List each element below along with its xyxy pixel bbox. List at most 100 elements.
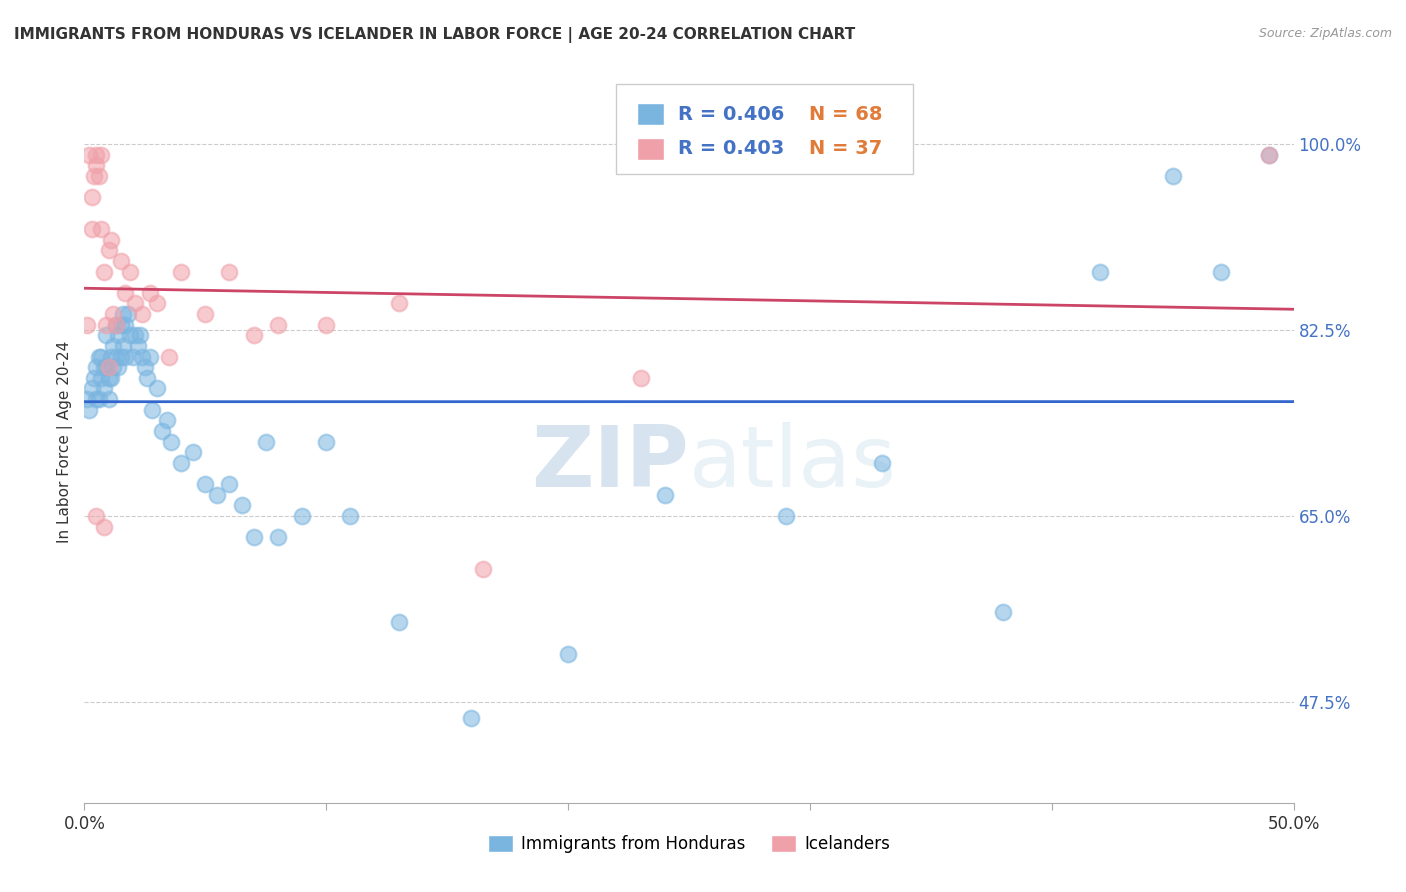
Text: IMMIGRANTS FROM HONDURAS VS ICELANDER IN LABOR FORCE | AGE 20-24 CORRELATION CHA: IMMIGRANTS FROM HONDURAS VS ICELANDER IN… xyxy=(14,27,855,43)
Point xyxy=(94,318,117,332)
Point xyxy=(775,508,797,523)
Point xyxy=(76,318,98,332)
Point xyxy=(114,285,136,300)
Point xyxy=(1258,147,1281,161)
Point xyxy=(170,264,193,278)
Point xyxy=(86,392,108,406)
Point xyxy=(194,307,217,321)
Point xyxy=(146,381,169,395)
Text: R = 0.406: R = 0.406 xyxy=(678,104,785,124)
Point xyxy=(90,222,112,236)
Point xyxy=(157,350,180,364)
Point xyxy=(242,328,264,343)
Point xyxy=(339,508,361,523)
Point xyxy=(460,711,482,725)
Point xyxy=(97,371,120,385)
Point xyxy=(110,350,132,364)
Point xyxy=(254,434,277,449)
Point xyxy=(107,328,129,343)
Point xyxy=(218,477,240,491)
Point xyxy=(207,488,229,502)
Text: R = 0.403: R = 0.403 xyxy=(678,139,785,159)
Point xyxy=(104,350,127,364)
Point xyxy=(120,264,142,278)
Point xyxy=(90,147,112,161)
Y-axis label: In Labor Force | Age 20-24: In Labor Force | Age 20-24 xyxy=(58,341,73,542)
Point xyxy=(103,339,125,353)
Point xyxy=(120,328,142,343)
Point xyxy=(194,477,217,491)
Point xyxy=(150,424,173,438)
Point xyxy=(1209,264,1232,278)
Point xyxy=(117,307,139,321)
Point xyxy=(267,318,290,332)
Point xyxy=(114,350,136,364)
Point xyxy=(993,605,1015,619)
Point xyxy=(104,318,127,332)
Point xyxy=(87,350,110,364)
Point xyxy=(93,264,115,278)
Point xyxy=(112,307,135,321)
Point xyxy=(146,296,169,310)
Point xyxy=(86,360,108,375)
Point xyxy=(155,413,177,427)
Point xyxy=(87,392,110,406)
Point xyxy=(170,456,193,470)
Point xyxy=(86,158,108,172)
Point xyxy=(138,350,160,364)
Point xyxy=(121,350,143,364)
Legend: Immigrants from Honduras, Icelanders: Immigrants from Honduras, Icelanders xyxy=(481,828,897,860)
Point xyxy=(160,434,183,449)
Text: N = 37: N = 37 xyxy=(808,139,882,159)
Point xyxy=(654,488,676,502)
Point xyxy=(93,519,115,533)
Point xyxy=(90,350,112,364)
Point xyxy=(83,371,105,385)
Point xyxy=(97,244,120,258)
Point xyxy=(388,615,411,630)
Point xyxy=(110,254,132,268)
Point xyxy=(630,371,652,385)
Point xyxy=(93,360,115,375)
Point xyxy=(77,402,100,417)
Point xyxy=(114,318,136,332)
Point xyxy=(103,360,125,375)
Point xyxy=(76,392,98,406)
Point xyxy=(1258,147,1281,161)
Point xyxy=(872,456,894,470)
Point xyxy=(90,371,112,385)
Point xyxy=(131,307,153,321)
Point xyxy=(83,169,105,183)
Point xyxy=(93,381,115,395)
Point xyxy=(87,169,110,183)
Point xyxy=(127,339,149,353)
Point xyxy=(131,350,153,364)
Point xyxy=(291,508,314,523)
Point xyxy=(136,371,159,385)
Point xyxy=(97,360,120,375)
Point xyxy=(388,296,411,310)
Point xyxy=(100,350,122,364)
Point xyxy=(80,381,103,395)
Point xyxy=(138,285,160,300)
Point xyxy=(267,530,290,544)
Text: Source: ZipAtlas.com: Source: ZipAtlas.com xyxy=(1258,27,1392,40)
Point xyxy=(94,360,117,375)
Point xyxy=(100,371,122,385)
Point xyxy=(315,318,337,332)
Point xyxy=(103,307,125,321)
Bar xyxy=(637,103,664,125)
Point xyxy=(315,434,337,449)
Point xyxy=(242,530,264,544)
Point xyxy=(124,296,146,310)
Point xyxy=(86,508,108,523)
Point xyxy=(141,402,163,417)
Point xyxy=(80,190,103,204)
Point xyxy=(557,647,579,661)
Point xyxy=(1161,169,1184,183)
Text: N = 68: N = 68 xyxy=(808,104,882,124)
Point xyxy=(86,147,108,161)
Point xyxy=(80,222,103,236)
FancyBboxPatch shape xyxy=(616,84,912,174)
Point xyxy=(181,445,204,459)
